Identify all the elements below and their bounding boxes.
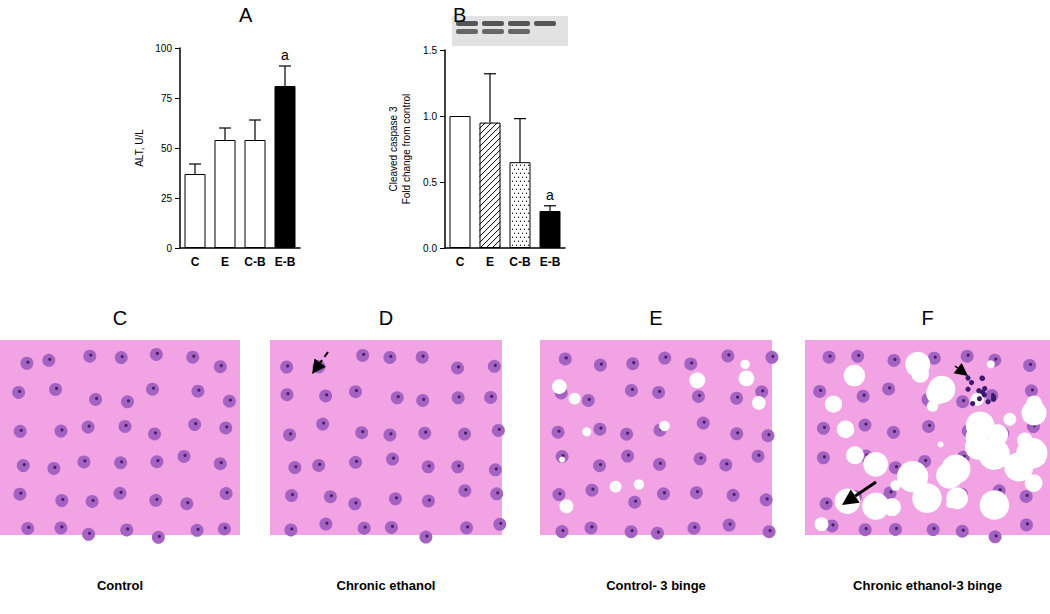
svg-text:E: E (221, 255, 229, 269)
svg-text:B: B (453, 4, 466, 26)
svg-text:Cleaved caspase 3: Cleaved caspase 3 (388, 106, 399, 191)
svg-text:Control: Control (97, 578, 143, 593)
svg-text:E-B: E-B (540, 255, 561, 269)
svg-text:a: a (281, 47, 289, 63)
svg-text:C: C (113, 307, 127, 329)
svg-text:E-B: E-B (275, 255, 296, 269)
svg-text:Fold change from control: Fold change from control (401, 94, 412, 205)
svg-text:E: E (649, 307, 662, 329)
svg-text:1.0: 1.0 (423, 111, 437, 122)
svg-text:0: 0 (166, 243, 172, 254)
svg-text:1.5: 1.5 (423, 45, 437, 56)
svg-text:a: a (546, 187, 554, 203)
svg-text:D: D (379, 307, 393, 329)
svg-text:25: 25 (161, 193, 173, 204)
svg-text:Chronic ethanol: Chronic ethanol (337, 578, 436, 593)
svg-text:C: C (191, 255, 200, 269)
svg-text:0.0: 0.0 (423, 243, 437, 254)
svg-text:C-B: C-B (509, 255, 531, 269)
svg-text:ALT, U/L: ALT, U/L (134, 129, 145, 167)
svg-text:Control- 3 binge: Control- 3 binge (606, 578, 706, 593)
svg-text:100: 100 (155, 43, 172, 54)
svg-text:A: A (239, 4, 253, 26)
svg-text:F: F (921, 307, 933, 329)
svg-text:75: 75 (161, 93, 173, 104)
svg-text:C-B: C-B (244, 255, 266, 269)
svg-text:50: 50 (161, 143, 173, 154)
svg-text:C: C (456, 255, 465, 269)
svg-text:Chronic ethanol-3 binge: Chronic ethanol-3 binge (853, 578, 1002, 593)
svg-text:0.5: 0.5 (423, 177, 437, 188)
svg-text:E: E (486, 255, 494, 269)
